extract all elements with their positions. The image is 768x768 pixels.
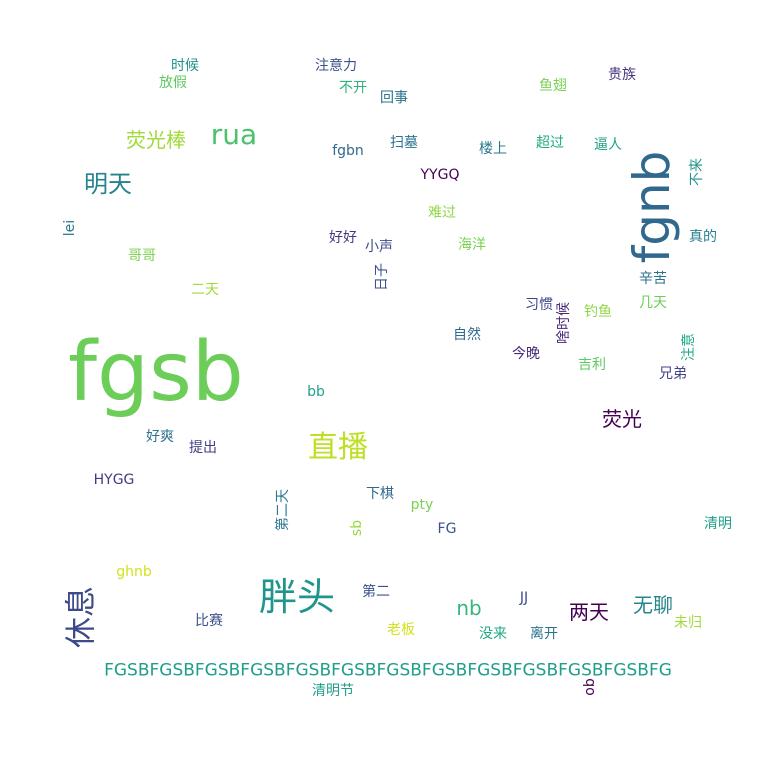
word: 超过 [536,135,564,151]
word: sb [349,519,365,537]
word: 离开 [530,626,558,642]
word: 鱼翅 [539,78,567,94]
word: 吉利 [578,357,606,373]
word: fgbn [332,143,364,159]
word: 注意 [681,333,697,361]
word: 兄弟 [659,366,687,382]
word: 海洋 [458,237,486,253]
word: 扫墓 [390,135,418,151]
word: 直播 [308,430,368,465]
word: fgnb [623,150,681,264]
word: 清明节 [312,683,354,699]
word: pty [410,497,434,513]
word: YYGQ [420,167,460,183]
word: ghnb [116,564,152,580]
word: 小声 [365,239,393,255]
word: 真的 [689,229,717,245]
word: HYGG [93,472,135,488]
word: ob [582,678,598,696]
word: 楼上 [479,141,507,157]
word: 第二天 [275,489,291,531]
word: 钓鱼 [584,304,612,320]
word: fgsb [68,325,244,420]
word: 老板 [387,622,415,638]
word: FG [437,521,457,537]
word: 自然 [453,327,481,343]
word: 好爽 [146,429,174,445]
word: 今晚 [512,346,540,362]
word: 无聊 [633,593,673,617]
word: 难过 [428,205,456,221]
word: 没来 [479,626,507,642]
word: 辛苦 [639,271,667,287]
word: lei [62,219,78,237]
word: 荧光棒 [126,128,186,152]
word: 几天 [639,295,667,311]
word: 荧光 [602,407,642,431]
word: 不来 [689,158,705,186]
word: 回事 [380,90,408,106]
word: 胖头 [258,575,336,619]
word: 贵族 [608,67,636,83]
word: bb [307,384,325,400]
word: 好好 [329,230,357,246]
word: 清明 [704,516,732,532]
word: 二天 [191,282,219,298]
word: 啥时候 [556,302,572,344]
word: 注意力 [315,58,357,74]
word: 未归 [674,615,702,631]
word: 逼人 [594,137,622,153]
word: 休息 [63,586,100,648]
word: 下棋 [366,486,394,502]
word: JJ [519,590,529,606]
word: 明天 [84,170,132,198]
word: 不开 [339,80,367,96]
word: 哥哥 [128,248,156,264]
word: 放假 [159,75,187,91]
word: nb [456,596,482,620]
word: 习惯 [525,297,553,313]
word: FGSBFGSBFGSBFGSBFGSBFGSBFGSBFGSBFGSBFGSB… [104,660,672,681]
word: 两天 [569,600,609,624]
word: 比赛 [195,613,223,629]
word: rua [210,118,258,151]
word: 第二 [362,584,390,600]
word: 时候 [171,58,199,74]
word: 日子 [374,263,390,291]
word: 提出 [189,440,217,456]
